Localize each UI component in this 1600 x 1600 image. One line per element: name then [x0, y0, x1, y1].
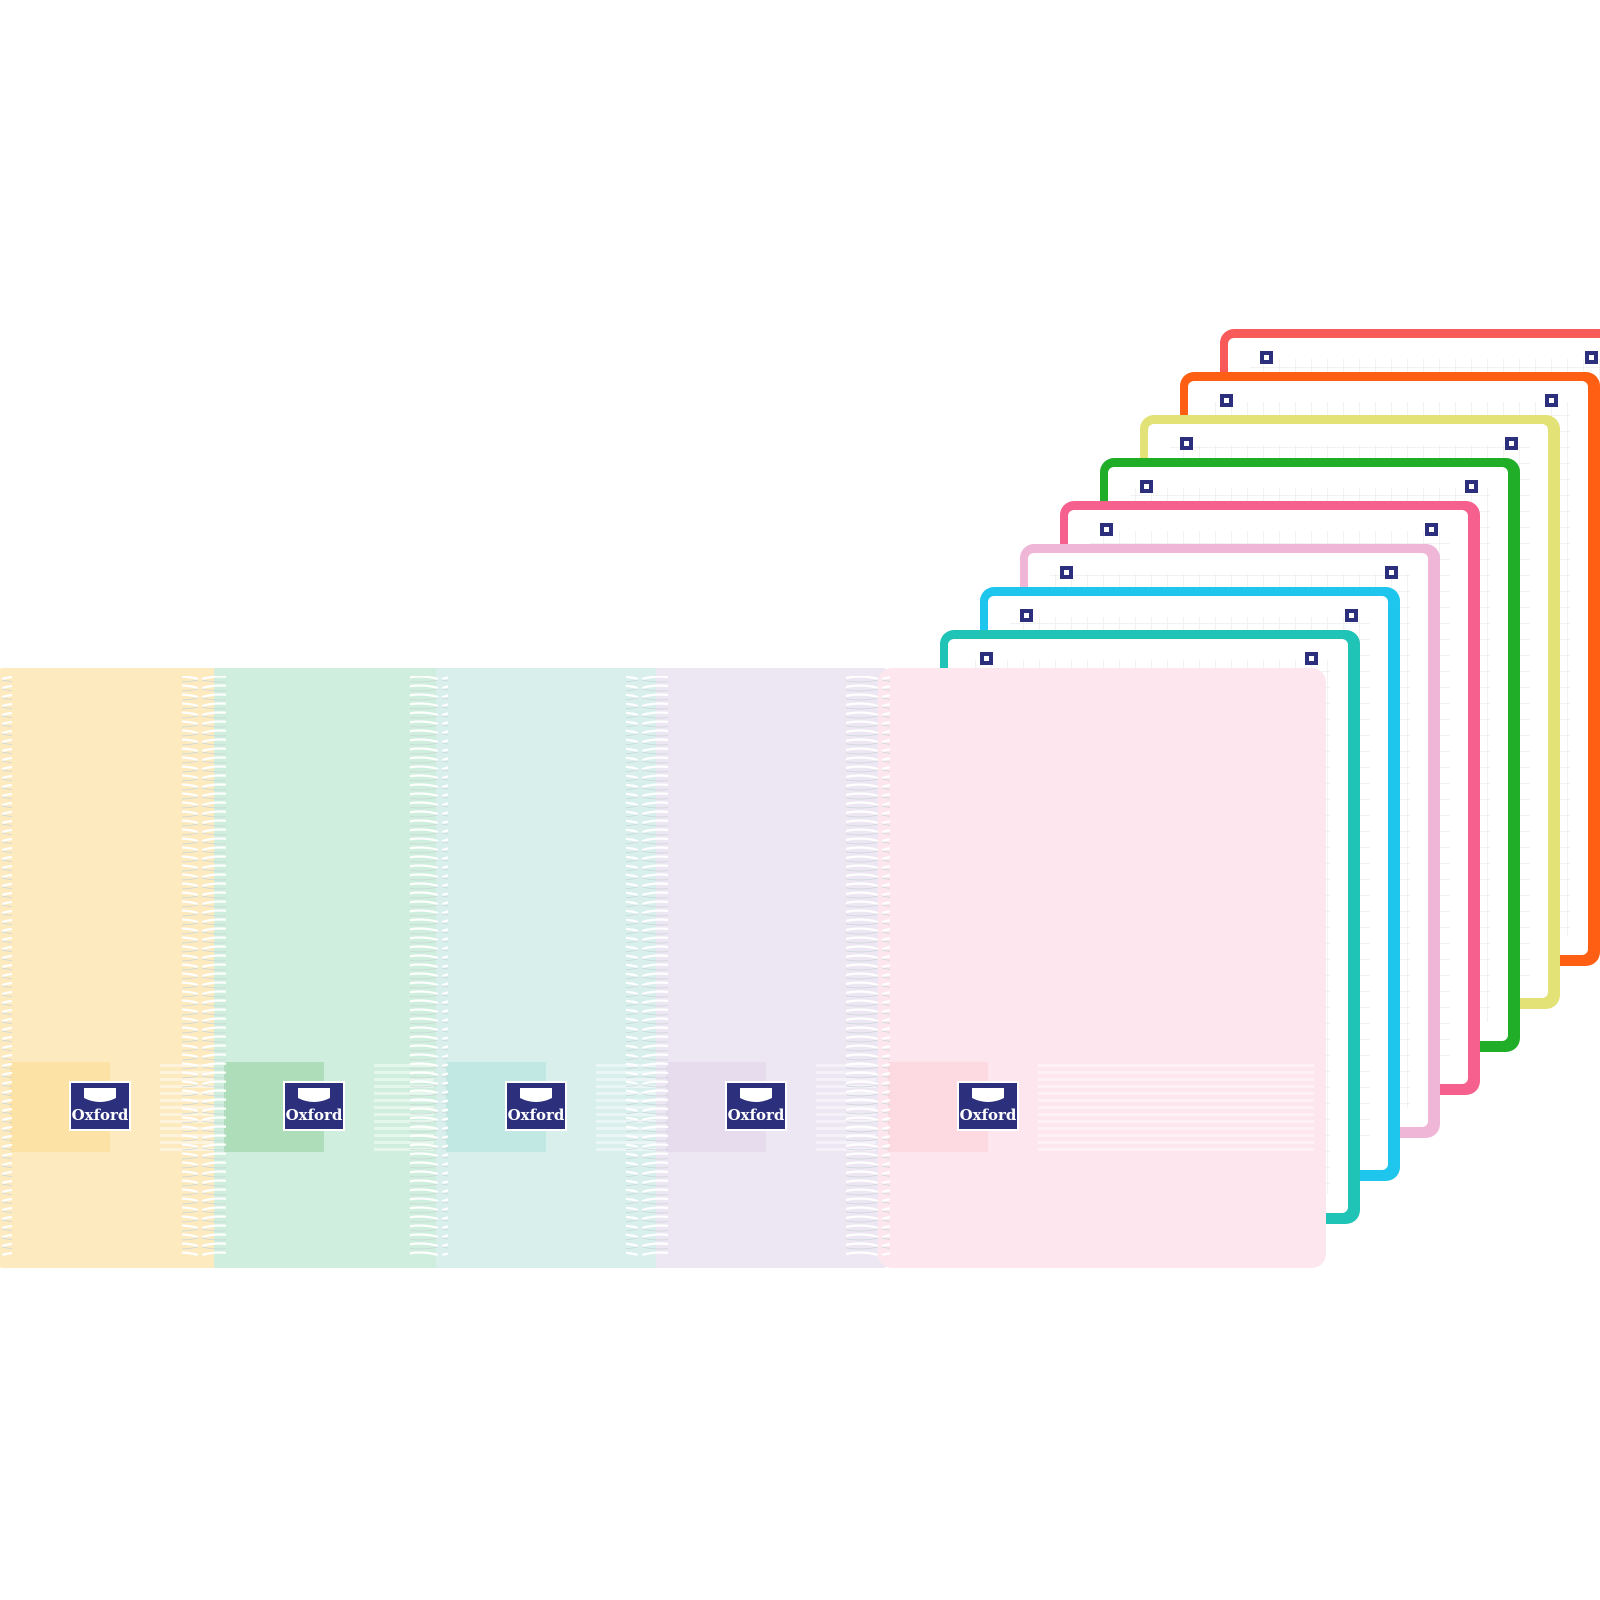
corner-mark-inner — [1224, 398, 1229, 403]
spiral — [436, 676, 448, 1256]
spiral — [878, 676, 890, 1256]
logo-text: Oxford — [72, 1106, 129, 1124]
spiral — [656, 676, 668, 1256]
corner-mark-inner — [1064, 570, 1069, 575]
corner-mark-inner — [1429, 527, 1434, 532]
logo-crest — [84, 1088, 116, 1102]
notebooks: Oxford Oxford Oxford Oxford Oxford — [0, 668, 1326, 1268]
corner-mark-inner — [1144, 484, 1149, 489]
notebook: Oxford — [436, 668, 666, 1268]
notebook: Oxford — [214, 668, 450, 1268]
notebook-cover — [878, 668, 1326, 1268]
corner-mark-inner — [1024, 613, 1029, 618]
cover-stripes — [1038, 1062, 1314, 1152]
corner-mark-inner — [1104, 527, 1109, 532]
corner-mark-inner — [1469, 484, 1474, 489]
logo-crest — [740, 1088, 772, 1102]
corner-mark-inner — [1589, 355, 1594, 360]
logo-text: Oxford — [728, 1106, 785, 1124]
logo-crest — [298, 1088, 330, 1102]
logo-crest — [972, 1088, 1004, 1102]
notebook: Oxford — [0, 668, 222, 1268]
logo-text: Oxford — [960, 1106, 1017, 1124]
corner-mark-inner — [1309, 656, 1314, 661]
notebook: Oxford — [878, 668, 1326, 1268]
corner-mark-inner — [1349, 613, 1354, 618]
corner-mark-inner — [984, 656, 989, 661]
logo-box — [725, 1081, 787, 1131]
corner-mark-inner — [1549, 398, 1554, 403]
spiral — [0, 676, 12, 1256]
corner-mark-inner — [1389, 570, 1394, 575]
corner-mark-inner — [1184, 441, 1189, 446]
logo-crest — [520, 1088, 552, 1102]
spiral — [214, 676, 226, 1256]
corner-mark-inner — [1509, 441, 1514, 446]
notebook: Oxford — [656, 668, 886, 1268]
corner-mark-inner — [1264, 355, 1269, 360]
logo-text: Oxford — [508, 1106, 565, 1124]
logo-text: Oxford — [286, 1106, 343, 1124]
